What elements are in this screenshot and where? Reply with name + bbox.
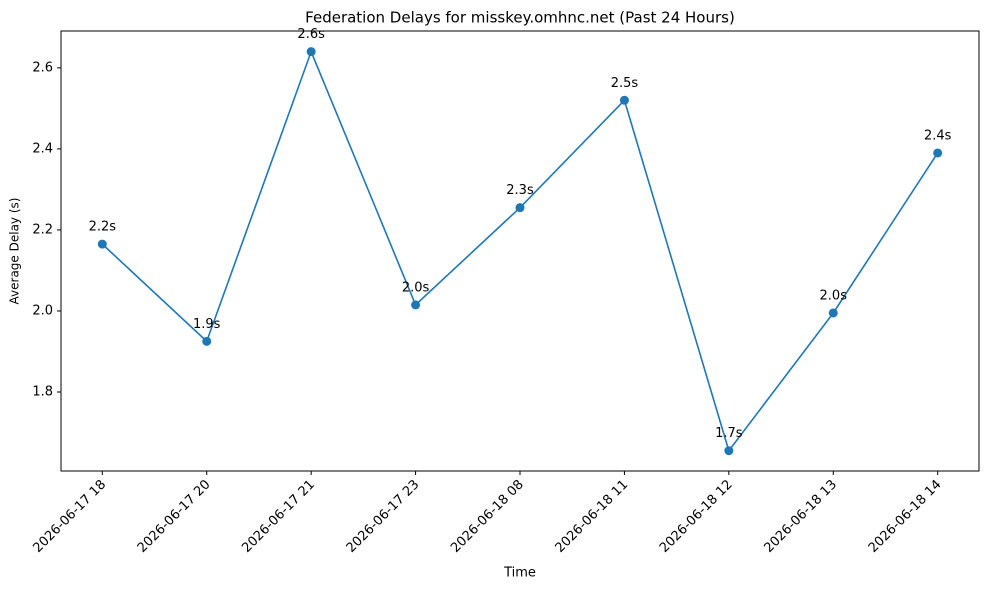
data-label: 2.0s [820,288,848,303]
y-axis-label: Average Delay (s) [8,198,22,305]
y-tick-label: 2.4 [32,141,53,156]
y-tick-label: 2.0 [32,303,53,318]
point [202,336,212,346]
data-label: 2.6s [297,27,325,42]
plot-frame [60,30,980,472]
chart-title: Federation Delays for misskey.omhnc.net … [305,9,735,27]
point [619,95,629,105]
point [724,446,734,456]
point [828,308,838,318]
point [411,300,421,310]
y-tick-label: 2.6 [32,60,53,75]
data-label: 2.5s [611,76,639,91]
y-tick-label: 2.2 [32,222,53,237]
x-tick-label: 2026-06-18 14 [866,477,945,556]
x-tick-label: 2026-06-18 08 [448,477,527,556]
x-tick-label: 2026-06-18 12 [657,477,736,556]
y-tick-label: 1.8 [32,384,53,399]
x-axis-label: Time [503,566,536,581]
data-label: 2.3s [506,183,534,198]
point [933,148,943,158]
data-label: 2.2s [89,220,117,235]
x-tick-label: 2026-06-18 11 [553,477,632,556]
data-label: 2.0s [402,280,430,295]
line [101,49,939,453]
x-tick-label: 2026-06-17 18 [30,477,109,556]
data-label: 1.9s [193,317,221,332]
data-label: 2.4s [924,128,952,143]
point [97,239,107,249]
point [515,203,525,213]
x-tick-label: 2026-06-17 23 [344,477,423,556]
x-tick-label: 2026-06-18 13 [761,477,840,556]
x-tick-label: 2026-06-17 20 [135,477,214,556]
point [306,47,316,57]
data-label: 1.7s [715,426,743,441]
x-tick-label: 2026-06-17 21 [239,477,318,556]
